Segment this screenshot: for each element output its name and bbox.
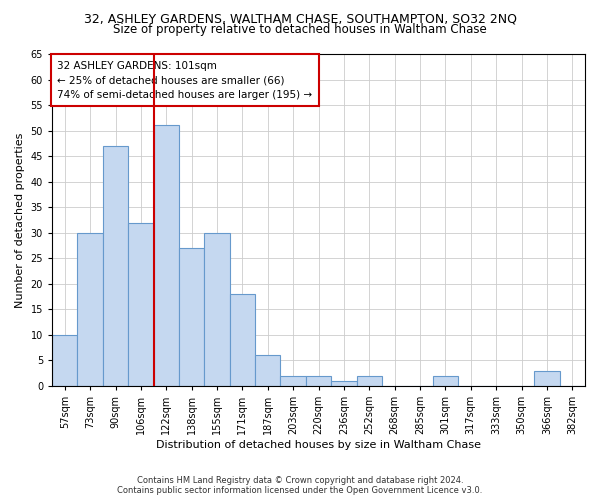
- Bar: [179, 248, 205, 386]
- Bar: [306, 376, 331, 386]
- Text: 32, ASHLEY GARDENS, WALTHAM CHASE, SOUTHAMPTON, SO32 2NQ: 32, ASHLEY GARDENS, WALTHAM CHASE, SOUTH…: [83, 12, 517, 26]
- Bar: [433, 376, 458, 386]
- Bar: [280, 376, 306, 386]
- Text: Contains HM Land Registry data © Crown copyright and database right 2024.
Contai: Contains HM Land Registry data © Crown c…: [118, 476, 482, 495]
- Text: Size of property relative to detached houses in Waltham Chase: Size of property relative to detached ho…: [113, 22, 487, 36]
- Bar: [52, 335, 77, 386]
- Bar: [128, 222, 154, 386]
- Bar: [331, 381, 356, 386]
- Bar: [255, 356, 280, 386]
- Bar: [103, 146, 128, 386]
- X-axis label: Distribution of detached houses by size in Waltham Chase: Distribution of detached houses by size …: [156, 440, 481, 450]
- Y-axis label: Number of detached properties: Number of detached properties: [15, 132, 25, 308]
- Bar: [205, 232, 230, 386]
- Bar: [230, 294, 255, 386]
- Text: 32 ASHLEY GARDENS: 101sqm
← 25% of detached houses are smaller (66)
74% of semi-: 32 ASHLEY GARDENS: 101sqm ← 25% of detac…: [58, 60, 313, 100]
- Bar: [77, 232, 103, 386]
- Bar: [534, 370, 560, 386]
- Bar: [356, 376, 382, 386]
- Bar: [154, 126, 179, 386]
